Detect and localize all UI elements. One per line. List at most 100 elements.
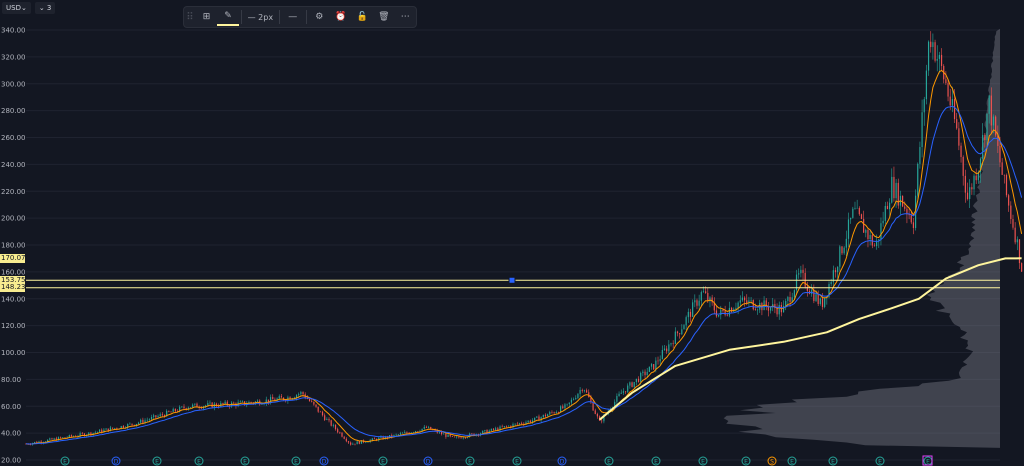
earnings-marker[interactable]: E [465,456,475,466]
earnings-marker[interactable]: E [378,456,388,466]
earnings-marker[interactable]: E [512,456,522,466]
candle-body [278,396,280,399]
currency-selector[interactable]: USD⌄ [2,2,31,14]
settings-icon[interactable]: ⚙ [315,12,324,22]
candle-body [837,266,839,273]
candle-body [867,229,869,240]
candle-body [573,399,575,400]
pencil-icon[interactable]: ✎ [217,8,239,26]
candle-body [274,399,276,401]
candle-body [137,422,140,424]
candle-body [674,331,676,344]
line-drag-handle[interactable] [508,276,516,284]
trash-icon[interactable]: 🗑 [378,12,390,22]
candle-body [226,401,228,406]
candle-body [272,397,274,400]
earnings-marker[interactable]: E [651,456,661,466]
horizontal-lines[interactable] [26,276,1000,289]
candle-body [880,223,882,240]
candle-body [542,414,544,418]
dividend-marker[interactable]: D [423,456,433,466]
template-icon[interactable]: ⊞ [202,12,211,22]
candle-body [62,437,64,438]
candle-body [406,432,408,433]
lock-icon[interactable]: 🔓 [356,12,368,22]
earnings-marker[interactable]: E [698,456,708,466]
candle-body [544,414,547,417]
candle-body [698,300,700,306]
earnings-marker[interactable]: E [291,456,301,466]
candle-body [964,175,966,193]
candle-body [637,378,640,382]
candle-body [315,404,317,407]
price-axis[interactable]: 340.00 320.00 300.00 280.00 260.00 240.00 220.… [1,27,26,465]
candle-body [332,424,334,426]
candle-body [655,360,657,370]
candle-body [752,300,754,310]
svg-text:E: E [197,459,201,466]
candle-body [157,416,159,418]
earnings-marker[interactable]: E [60,456,70,466]
candle-body [947,83,949,97]
line-style-icon[interactable]: — [288,12,298,22]
candle-body [856,207,858,209]
more-icon[interactable]: ⋯ [400,12,410,22]
candle-body [514,423,516,425]
candle-body [614,401,616,408]
earnings-marker[interactable]: E [787,456,797,466]
y-tick-label: 120.00 [1,322,26,330]
candle-body [207,403,209,406]
candle-body [806,286,808,291]
candle-body [261,404,263,405]
upcoming-event-marker[interactable] [922,455,933,466]
candle-body [620,392,622,394]
candle-body [956,119,958,129]
earnings-marker[interactable]: E [152,456,162,466]
candle-body [289,397,291,400]
candle-body [834,270,837,273]
split-marker[interactable]: S [767,456,777,466]
candle-body [155,415,157,418]
candle-body [962,156,964,176]
candle-body [503,426,505,428]
candle-body [525,422,527,425]
dividend-marker[interactable]: D [557,456,567,466]
line-width-button[interactable]: — 2px [247,12,274,22]
y-tick-label: 280.00 [1,107,26,115]
candle-body [334,424,337,430]
candle-body [38,441,40,443]
candle-body [845,238,847,248]
candle-body [107,428,109,432]
candle-body [402,432,404,434]
candle-body [932,42,934,48]
earnings-marker[interactable]: E [875,456,885,466]
earnings-marker[interactable]: E [741,456,751,466]
earnings-marker[interactable]: E [604,456,614,466]
candle-body [718,315,720,317]
candle-body [975,175,977,181]
earnings-marker[interactable]: E [828,456,838,466]
candle-body [694,300,696,303]
dividend-marker[interactable]: D [319,456,329,466]
earnings-marker[interactable]: E [240,456,250,466]
candle-body [51,438,53,440]
candle-body [90,432,92,435]
earnings-marker[interactable]: E [194,456,204,466]
candle-body [317,406,319,412]
grip-icon[interactable]: ⠿ [186,11,194,23]
candle-body [34,441,36,444]
earnings-marker[interactable]: E [923,456,933,466]
candle-body [945,79,947,84]
interval-badge[interactable]: ⌄ 3 [34,2,56,14]
dividend-marker[interactable]: D [111,456,121,466]
candle-body [722,309,724,312]
candle-body [689,311,692,317]
candle-body [438,431,441,433]
candle-body [421,428,423,431]
candle-body [852,208,854,218]
alert-clock-icon[interactable]: ⏰ [335,12,347,22]
candle-body [393,434,395,437]
candle-body [133,424,135,426]
